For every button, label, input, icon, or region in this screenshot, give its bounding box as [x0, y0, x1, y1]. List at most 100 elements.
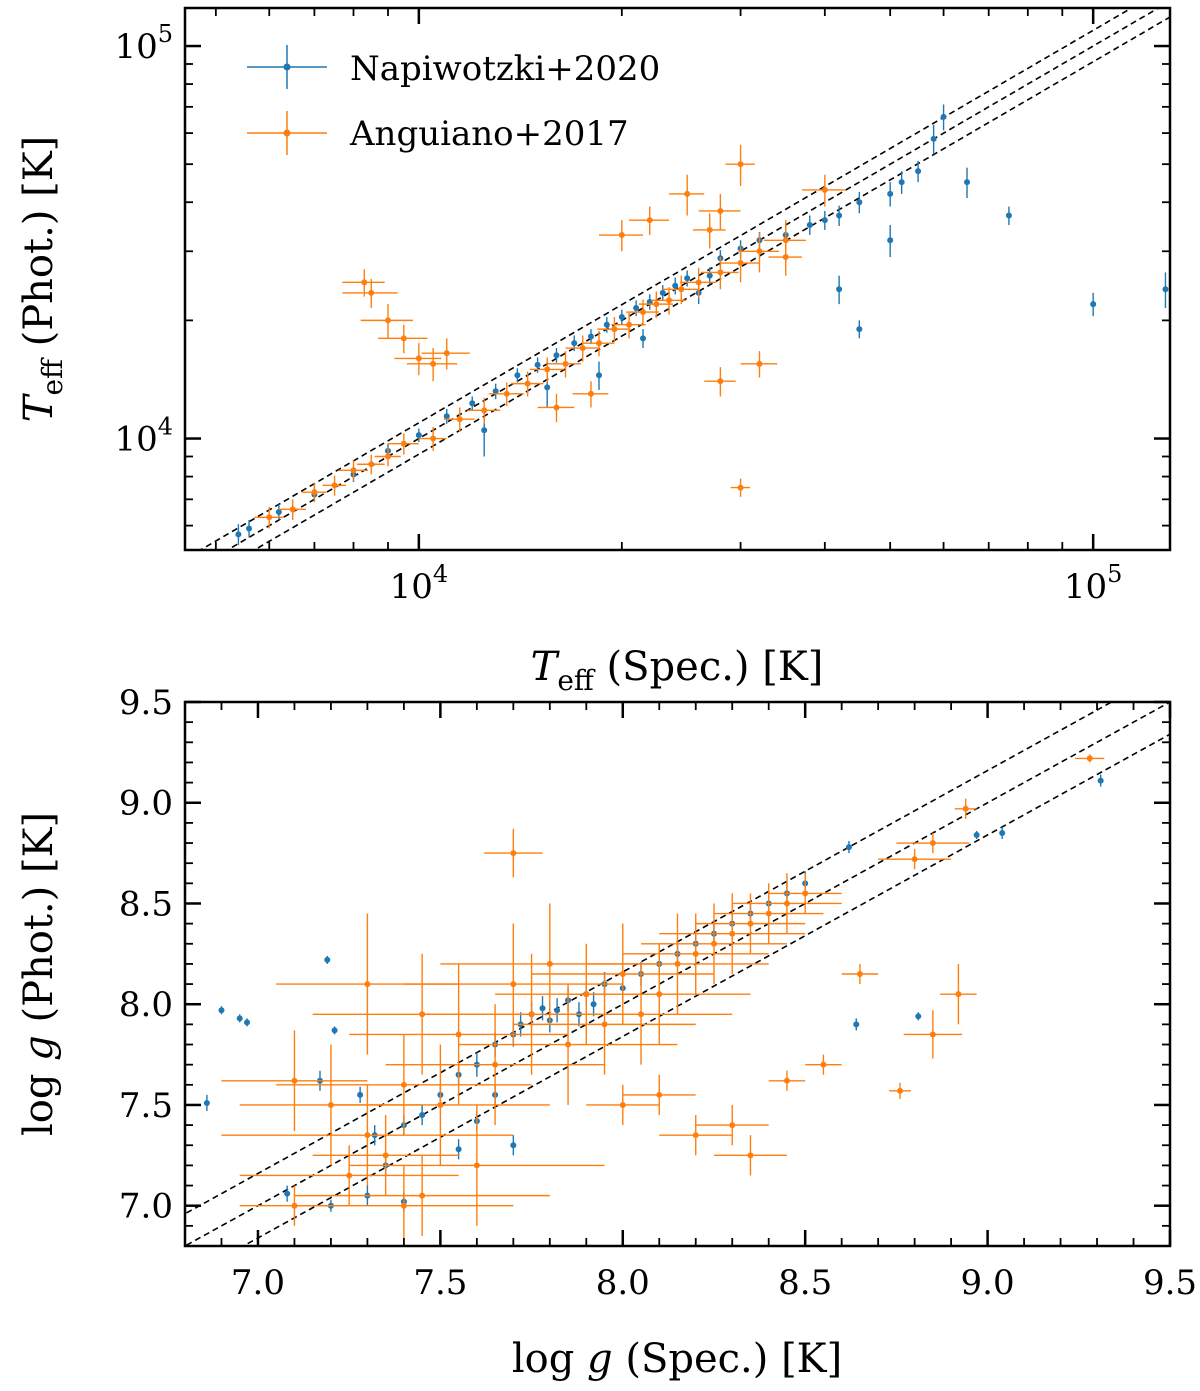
top-data-point — [633, 300, 640, 317]
bottom-y-tick-label: 7.5 — [119, 1086, 173, 1126]
top-data-point — [806, 215, 813, 236]
top-data-point — [651, 287, 687, 315]
top-data-point — [1005, 206, 1012, 225]
bottom-data-point — [805, 1054, 842, 1075]
bottom-data-point — [331, 1026, 338, 1035]
top-data-point — [738, 232, 779, 273]
bottom-data-point — [455, 1139, 462, 1160]
top-data-point — [338, 460, 368, 481]
top-data-point — [572, 381, 609, 408]
bottom-data-point — [513, 974, 696, 1075]
top-data-point — [887, 182, 894, 207]
bottom-data-point — [349, 963, 569, 1105]
top-data-point — [669, 174, 705, 216]
top-data-point — [254, 506, 284, 529]
bottom-data-point — [554, 998, 561, 1023]
top-data-point — [698, 193, 741, 230]
top-data-point — [357, 454, 385, 475]
top-x-axis-label: Teff (Spec.) [K] — [531, 644, 824, 697]
top-data-point — [856, 191, 863, 214]
top-data-point — [740, 351, 778, 378]
legend-label-anguiano: Anguiano+2017 — [349, 114, 629, 154]
top-series-napiwotzki — [235, 104, 1169, 546]
top-data-point — [342, 278, 398, 309]
bottom-data-point — [203, 1094, 210, 1112]
bottom-x-tick-label: 9.0 — [961, 1263, 1015, 1303]
bottom-data-point — [853, 1018, 860, 1031]
bottom-data-point — [221, 1084, 514, 1186]
bottom-data-point — [218, 1006, 225, 1015]
top-data-point — [342, 269, 385, 297]
top-data-point — [469, 396, 476, 411]
bottom-data-point — [244, 1018, 251, 1027]
bottom-data-point — [768, 1070, 806, 1091]
top-data-point — [730, 478, 751, 497]
top-data-point — [930, 124, 937, 155]
top-data-point — [374, 447, 401, 467]
bottom-series-layer — [203, 754, 1105, 1246]
bottom-data-point — [940, 963, 977, 1025]
top-data-point — [597, 317, 631, 343]
bottom-data-point — [236, 1014, 243, 1023]
top-data-point — [322, 475, 347, 496]
top-data-point — [582, 330, 615, 357]
top-data-point — [611, 312, 646, 339]
top-data-point — [836, 275, 843, 305]
bottom-data-point — [903, 1010, 963, 1059]
top-data-point — [821, 210, 828, 230]
bottom-data-point — [878, 849, 952, 870]
bottom-x-tick-label: 8.5 — [778, 1263, 832, 1303]
top-data-point — [529, 357, 564, 383]
bottom-data-point — [586, 1084, 660, 1126]
top-data-point — [646, 294, 653, 310]
top-y-tick-label: 104 — [114, 413, 173, 460]
top-reference-line — [225, 8, 1161, 550]
top-data-point — [443, 408, 450, 424]
bottom-data-point — [531, 923, 714, 1025]
bottom-data-point — [385, 1004, 605, 1126]
bottom-data-point — [973, 830, 980, 840]
bottom-data-point — [403, 923, 623, 1045]
bottom-data-point — [896, 832, 970, 854]
bottom-y-tick-label: 7.0 — [119, 1187, 173, 1227]
top-reference-lines — [198, 8, 1170, 550]
bottom-data-point — [889, 1082, 911, 1099]
top-data-point — [492, 383, 499, 400]
bottom-series-anguiano — [221, 754, 1105, 1246]
top-data-point — [680, 267, 717, 299]
top-data-point — [915, 160, 922, 183]
bottom-data-point — [568, 943, 751, 1045]
top-data-point — [246, 520, 253, 538]
top-data-point — [488, 382, 524, 407]
bottom-data-point — [419, 1104, 426, 1126]
top-x-tick-label: 104 — [390, 560, 449, 607]
bottom-data-point — [622, 913, 769, 995]
top-data-point — [704, 367, 736, 397]
bottom-data-point — [641, 903, 787, 985]
top-data-point — [659, 285, 666, 302]
top-data-point — [898, 171, 905, 194]
top-data-point — [553, 348, 560, 363]
bottom-x-tick-label: 8.0 — [596, 1263, 650, 1303]
top-data-point — [603, 317, 610, 333]
bottom-ticks: 7.0 7.5 8.0 8.5 9.0 9.5 7.0 7.5 8.0 8.5 9.0 9.5 — [119, 683, 1197, 1303]
bottom-plot-frame — [183, 700, 1172, 1248]
top-data-point — [421, 338, 470, 370]
bottom-data-point — [539, 996, 546, 1021]
panel-top: 104 105 104 105 Napiwotzki+2020 Anguiano+20… — [16, 6, 1172, 697]
top-data-point — [537, 393, 575, 423]
legend: Napiwotzki+2020 Anguiano+2017 — [247, 45, 660, 155]
bottom-data-point — [221, 1030, 368, 1132]
bottom-data-point — [284, 1185, 291, 1202]
bottom-data-point — [768, 873, 842, 914]
bottom-data-point — [841, 963, 879, 985]
bottom-data-point — [999, 826, 1006, 840]
bottom-data-point — [659, 893, 806, 974]
top-data-point — [1090, 292, 1097, 317]
top-data-point — [768, 240, 802, 276]
bottom-x-tick-label: 7.5 — [413, 1263, 467, 1303]
top-data-point — [700, 257, 739, 290]
bottom-data-point — [1075, 754, 1105, 763]
